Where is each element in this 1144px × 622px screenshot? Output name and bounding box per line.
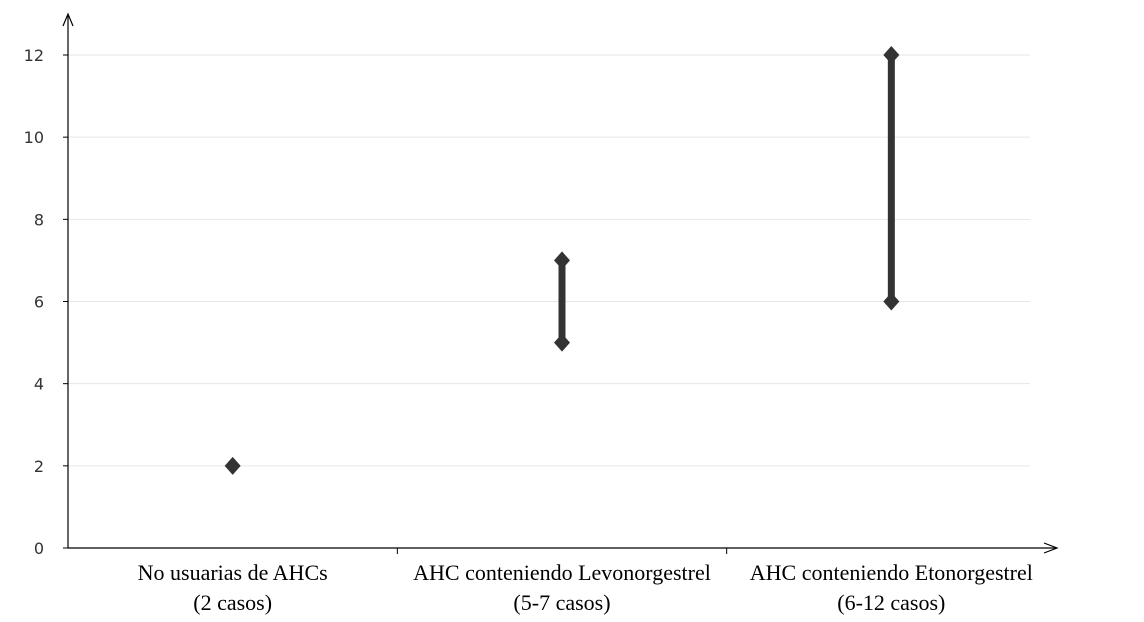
category-label: No usuarias de AHCs [138, 560, 328, 585]
grid-lines [68, 54, 1030, 467]
y-tick-label: 6 [34, 293, 44, 312]
y-tick-label: 4 [34, 375, 44, 394]
y-tick-label: 0 [34, 539, 44, 558]
category-label: AHC conteniendo Etonorgestrel [750, 560, 1033, 585]
y-tick-label: 12 [24, 46, 44, 65]
category-count-label: (6-12 casos) [837, 590, 945, 615]
category-labels: No usuarias de AHCs (2 casos) AHC contenie… [138, 560, 1033, 615]
range-low-marker [554, 333, 570, 352]
axes [62, 12, 1059, 554]
y-tick-label: 8 [34, 210, 44, 229]
range-high-marker [883, 46, 900, 64]
y-tick-labels: 0 2 4 6 8 10 12 [24, 46, 68, 558]
range-high-marker [554, 251, 570, 270]
y-axis-arrow-icon [62, 12, 74, 27]
y-tick-label: 2 [34, 457, 44, 476]
category-count-label: (2 casos) [193, 590, 272, 615]
range-low-marker [883, 292, 900, 311]
x-axis-arrow-icon [1043, 542, 1059, 554]
range-series [224, 46, 900, 475]
y-tick-label: 10 [24, 128, 44, 147]
range-point-marker [224, 456, 241, 475]
x-tick-marks [396, 548, 728, 554]
category-count-label: (5-7 casos) [513, 590, 610, 615]
category-label: AHC conteniendo Levonorgestrel [413, 560, 711, 585]
